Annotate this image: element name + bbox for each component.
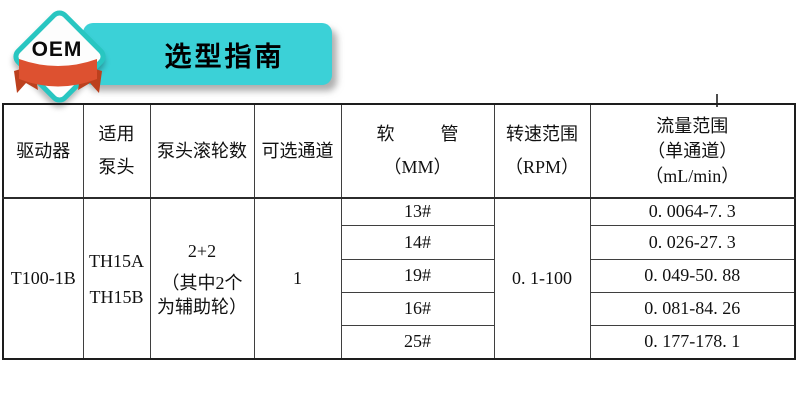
cell-rollers: 2+2 （其中2个 为辅助轮） <box>149 197 255 360</box>
col-header-hose: 软 管 （MM） <box>340 103 495 199</box>
cell-channels: 1 <box>253 197 342 360</box>
table-row: T100-1B TH15A TH15B 2+2 （其中2个 为辅助轮） 1 13… <box>2 197 796 360</box>
cell-flow: 0. 081-84. 26 <box>589 291 796 326</box>
header-flow-line2: （单通道） <box>647 140 738 161</box>
cell-hose: 25# <box>340 324 495 360</box>
col-header-driver: 驱动器 <box>2 103 84 199</box>
rollers-count: 2+2 <box>187 241 217 261</box>
cell-flow: 0. 0064-7. 3 <box>589 197 796 226</box>
oem-badge: OEM <box>8 6 112 110</box>
table-row: 19# 0. 049-50. 88 <box>3 258 796 293</box>
ribbon-icon <box>14 59 102 93</box>
page-title: 选型指南 <box>164 41 285 72</box>
cell-hose: 16# <box>340 291 495 326</box>
title-banner: 选型指南 <box>83 23 332 85</box>
header-channels-label: 可选通道 <box>261 140 334 161</box>
cell-hose: 13# <box>340 197 495 226</box>
col-header-speed: 转速范围 （RPM） <box>493 103 591 199</box>
cell-pump-heads: TH15A TH15B <box>82 197 151 360</box>
col-header-rollers: 泵头滚轮数 <box>149 103 255 199</box>
header-speed-line2: （RPM） <box>504 157 580 177</box>
cell-hose: 14# <box>340 224 495 260</box>
selection-table: 驱动器 适用 泵头 泵头滚轮数 可选通道 软 管 （MM） 转速范围 <box>2 103 796 360</box>
pump-head-model-2: TH15B <box>89 286 144 307</box>
table-row: 14# 0. 026-27. 3 <box>3 224 796 260</box>
pump-head-model-1: TH15A <box>89 250 144 271</box>
header-driver-label: 驱动器 <box>16 140 71 161</box>
col-header-flow: 流量范围 （单通道） （mL/min） <box>589 103 796 199</box>
stray-vertical-mark <box>716 94 718 107</box>
header-flow-line1: 流量范围 <box>656 115 729 136</box>
col-header-channels: 可选通道 <box>253 103 342 199</box>
header-hose-line2: （MM） <box>383 157 452 177</box>
header-hose-line1: 软 管 <box>376 124 473 144</box>
cell-speed-range: 0. 1-100 <box>493 197 591 360</box>
cell-hose: 19# <box>340 258 495 293</box>
header-flow-line3: （mL/min） <box>645 165 740 186</box>
header-pump-head-line2: 泵头 <box>98 157 135 177</box>
oem-badge-label: OEM <box>31 38 83 61</box>
header-rollers-label: 泵头滚轮数 <box>157 140 247 161</box>
header-pump-head-line1: 适用 <box>98 124 135 144</box>
cell-flow: 0. 026-27. 3 <box>589 224 796 260</box>
rollers-note-line2: 为辅助轮） <box>157 297 247 317</box>
table-header-row: 驱动器 适用 泵头 泵头滚轮数 可选通道 软 管 （MM） 转速范围 <box>2 103 796 199</box>
rollers-note-line1: （其中2个 <box>161 273 243 293</box>
header-speed-line1: 转速范围 <box>506 124 578 144</box>
table-row: 25# 0. 177-178. 1 <box>3 324 796 360</box>
col-header-pump-head: 适用 泵头 <box>82 103 151 199</box>
cell-flow: 0. 049-50. 88 <box>589 258 796 293</box>
cell-flow: 0. 177-178. 1 <box>589 324 796 360</box>
cell-driver: T100-1B <box>2 197 84 360</box>
